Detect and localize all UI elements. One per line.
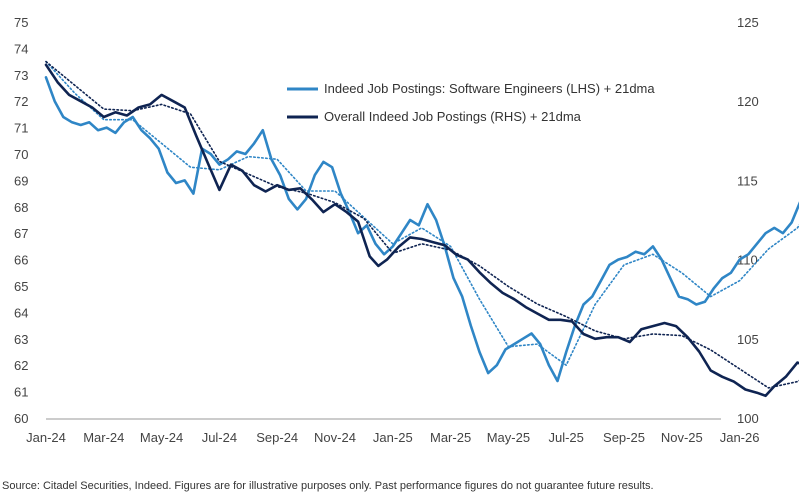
left-tick-label: 68 — [14, 200, 28, 215]
right-y-axis: 100 105 110 115 120 125 — [737, 15, 759, 426]
x-tick-label: Jul-24 — [202, 430, 237, 445]
right-tick-label: 120 — [737, 94, 759, 109]
legend-label: Indeed Job Postings: Software Engineers … — [324, 81, 655, 96]
x-tick-label: Sep-25 — [603, 430, 645, 445]
left-tick-label: 67 — [14, 226, 28, 241]
left-tick-label: 69 — [14, 173, 28, 188]
x-tick-label: May-24 — [140, 430, 183, 445]
left-tick-label: 72 — [14, 94, 28, 109]
right-tick-label: 115 — [737, 173, 758, 188]
legend: Indeed Job Postings: Software Engineers … — [287, 81, 655, 124]
x-tick-label: Jul-25 — [548, 430, 583, 445]
left-tick-label: 60 — [14, 411, 28, 426]
right-tick-label: 110 — [737, 253, 758, 268]
left-tick-label: 65 — [14, 279, 28, 294]
left-tick-label: 63 — [14, 332, 28, 347]
left-tick-label: 64 — [14, 305, 28, 320]
right-tick-label: 100 — [737, 411, 759, 426]
x-axis: Jan-24 Mar-24 May-24 Jul-24 Sep-24 Nov-24 Jan-… — [26, 430, 759, 445]
right-tick-label: 105 — [737, 332, 759, 347]
source-note: Source: Citadel Securities, Indeed. Figu… — [2, 480, 654, 492]
x-tick-label: Jan-25 — [373, 430, 413, 445]
left-tick-label: 73 — [14, 68, 28, 83]
legend-label: Overall Indeed Job Postings (RHS) + 21dm… — [324, 109, 582, 124]
left-y-axis: 60 61 62 63 64 65 66 67 68 69 70 71 72 73 74 75 — [14, 15, 28, 426]
series-layer — [44, 60, 799, 398]
x-tick-label: Nov-24 — [314, 430, 356, 445]
left-tick-label: 70 — [14, 147, 28, 162]
left-tick-label: 66 — [14, 253, 28, 268]
left-tick-label: 62 — [14, 358, 28, 373]
series-line-0 — [44, 76, 799, 383]
left-tick-label: 61 — [14, 385, 28, 400]
series-line-2 — [44, 63, 799, 398]
left-tick-label: 75 — [14, 15, 28, 30]
right-tick-label: 125 — [737, 15, 759, 30]
x-tick-label: Jan-26 — [720, 430, 760, 445]
x-tick-label: Mar-24 — [83, 430, 124, 445]
x-tick-label: May-25 — [487, 430, 530, 445]
x-tick-label: Nov-25 — [661, 430, 703, 445]
x-tick-label: Mar-25 — [430, 430, 471, 445]
x-tick-label: Sep-24 — [256, 430, 298, 445]
left-tick-label: 71 — [14, 121, 28, 136]
left-tick-label: 74 — [14, 41, 28, 56]
series-line-1 — [45, 60, 799, 367]
x-tick-label: Jan-24 — [26, 430, 66, 445]
series-line-3 — [45, 60, 799, 389]
